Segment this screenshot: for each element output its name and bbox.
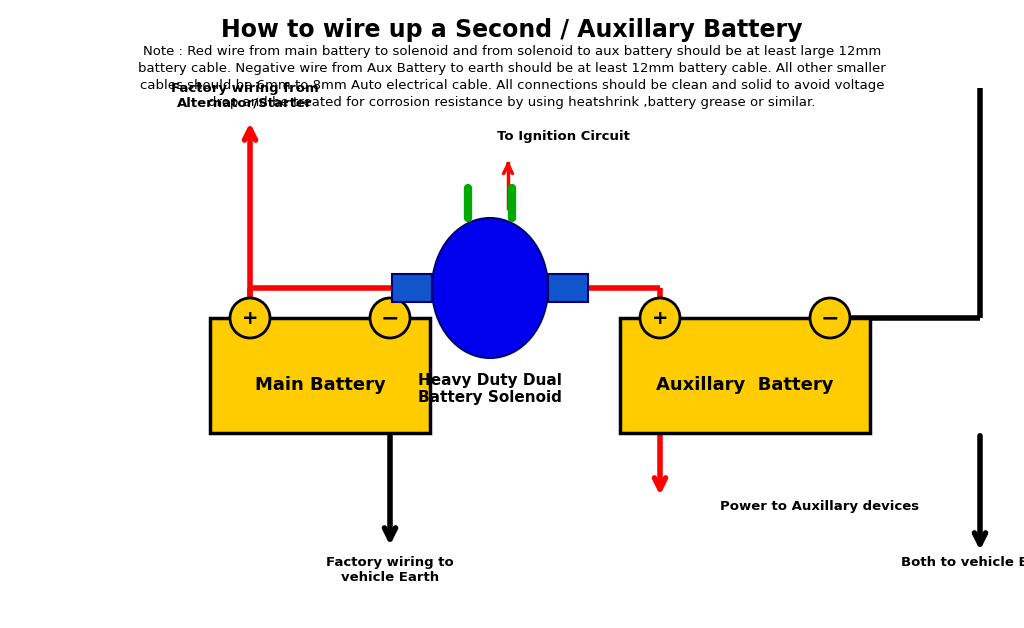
Text: Note : Red wire from main battery to solenoid and from solenoid to aux battery s: Note : Red wire from main battery to sol… (138, 45, 886, 109)
Bar (210, 318, 430, 433)
Circle shape (370, 298, 410, 338)
Text: Heavy Duty Dual
Battery Solenoid: Heavy Duty Dual Battery Solenoid (418, 373, 562, 406)
Text: −: − (381, 308, 399, 328)
Text: Main Battery: Main Battery (255, 377, 385, 394)
Text: How to wire up a Second / Auxillary Battery: How to wire up a Second / Auxillary Batt… (221, 18, 803, 42)
Text: +: + (242, 308, 258, 327)
Text: +: + (651, 308, 669, 327)
Bar (620, 318, 870, 433)
Bar (548, 274, 588, 302)
Text: Power to Auxillary devices: Power to Auxillary devices (720, 500, 920, 513)
Text: Factory wiring from
Alternator/Starter: Factory wiring from Alternator/Starter (171, 82, 318, 110)
Text: Auxillary  Battery: Auxillary Battery (656, 377, 834, 394)
Text: −: − (820, 308, 840, 328)
Circle shape (810, 298, 850, 338)
Text: Factory wiring to
vehicle Earth: Factory wiring to vehicle Earth (326, 556, 454, 584)
Bar (392, 274, 432, 302)
Ellipse shape (432, 218, 548, 358)
Text: To Ignition Circuit: To Ignition Circuit (497, 130, 630, 143)
Circle shape (640, 298, 680, 338)
Text: Both to vehicle Earth: Both to vehicle Earth (901, 556, 1024, 569)
Circle shape (230, 298, 270, 338)
